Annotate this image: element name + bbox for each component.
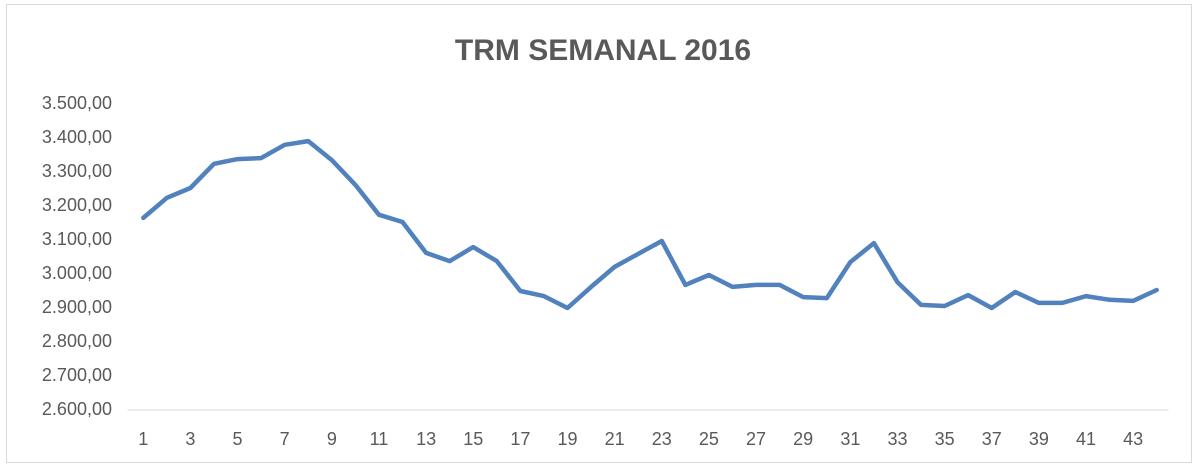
chart-border	[6, 4, 1192, 463]
x-tick-label: 15	[463, 429, 483, 449]
x-tick-label: 9	[327, 429, 337, 449]
y-tick-label: 2.900,00	[42, 297, 112, 317]
y-tick-label: 2.600,00	[42, 399, 112, 419]
x-tick-label: 37	[982, 429, 1002, 449]
x-tick-label: 1	[138, 429, 148, 449]
x-tick-label: 41	[1076, 429, 1096, 449]
x-tick-label: 39	[1029, 429, 1049, 449]
x-tick-label: 5	[233, 429, 243, 449]
x-tick-label: 43	[1123, 429, 1143, 449]
y-tick-label: 3.300,00	[42, 161, 112, 181]
y-tick-label: 3.400,00	[42, 127, 112, 147]
y-tick-label: 2.700,00	[42, 365, 112, 385]
x-tick-label: 17	[510, 429, 530, 449]
x-tick-label: 11	[370, 429, 389, 449]
data-line	[141, 138, 1159, 311]
x-tick-label: 7	[280, 429, 290, 449]
x-tick-label: 33	[887, 429, 907, 449]
y-tick-label: 3.100,00	[42, 229, 112, 249]
y-tick-label: 3.000,00	[42, 263, 112, 283]
x-tick-label: 3	[185, 429, 195, 449]
y-tick-label: 2.800,00	[42, 331, 112, 351]
x-tick-label: 25	[699, 429, 719, 449]
x-tick-label: 23	[652, 429, 672, 449]
x-tick-label: 29	[793, 429, 813, 449]
y-tick-label: 3.500,00	[42, 93, 112, 113]
x-tick-label: 31	[840, 429, 860, 449]
x-tick-label: 19	[557, 429, 577, 449]
x-tick-label: 13	[416, 429, 436, 449]
x-tick-label: 35	[935, 429, 955, 449]
x-tick-label: 21	[605, 429, 625, 449]
chart-title: TRM SEMANAL 2016	[455, 34, 751, 67]
x-tick-label: 27	[746, 429, 766, 449]
y-tick-label: 3.200,00	[42, 195, 112, 215]
